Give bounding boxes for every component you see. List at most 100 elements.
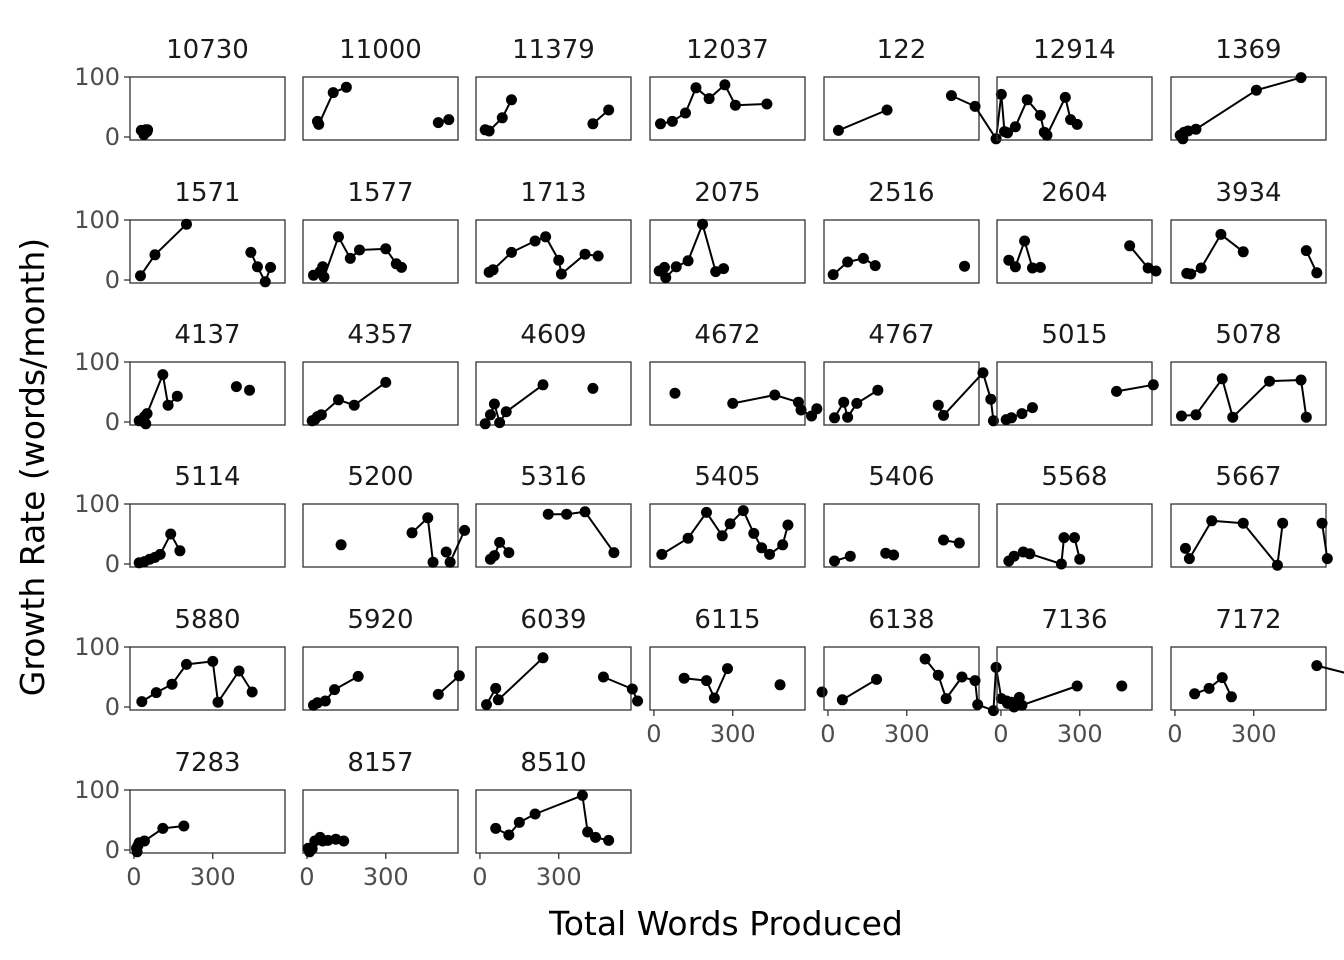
data-point [1071,118,1083,130]
panel-border [649,219,806,284]
data-point [352,670,364,682]
x-tick-label: 300 [710,720,756,748]
panel-border [996,219,1153,284]
data-point [1069,532,1080,544]
data-point [1185,268,1197,280]
data-point [479,418,491,430]
series-line-segment [1276,523,1284,566]
x-tick-label: 300 [363,863,409,891]
series-line-segment [505,383,544,413]
panel-6138: 6138 0 300 [820,605,1013,748]
data-point [1179,542,1191,554]
data-point [959,260,971,272]
data-point [1190,123,1202,135]
data-point [265,261,277,273]
data-point [165,528,177,540]
x-tick-label: 0 [126,863,141,891]
data-point [1016,699,1028,711]
y-tick-label: 0 [105,266,120,294]
data-point [1124,240,1136,252]
panel-border [996,646,1153,711]
series-line-segment [1046,96,1067,136]
x-tick-label: 0 [472,863,487,891]
panel-5200: 5200 [302,462,471,568]
series-line-segment [732,394,775,405]
data-point [329,684,341,696]
panel-5015: 5015 [996,320,1159,426]
data-point [579,248,591,260]
data-point [483,125,495,137]
data-point [774,679,786,691]
data-point [353,244,365,256]
data-point [553,254,565,266]
data-point [737,505,749,517]
panel-label: 1577 [347,178,413,208]
data-point [1311,267,1323,279]
series-line-segment [992,667,998,711]
series-line-segment [1200,233,1222,269]
panel-8157: 8157 0 300 [299,748,459,891]
data-point [380,376,392,388]
panel-border [475,76,632,141]
data-point [1008,550,1020,562]
data-point [142,124,154,136]
data-point [579,506,591,518]
panel-label: 3934 [1215,178,1281,208]
panel-label: 12037 [686,35,769,65]
panel-border [649,646,806,711]
data-point [582,826,594,838]
data-point [335,539,347,551]
data-point [727,397,739,409]
data-point [490,822,502,834]
panel-label: 6039 [520,605,586,635]
data-point [1190,409,1202,421]
data-point [1300,411,1312,423]
data-point [140,418,152,430]
data-point [230,381,242,393]
data-point [729,99,741,111]
series-line-segment [841,678,878,701]
series-line-segment [1029,552,1062,565]
data-point [888,549,900,561]
data-point [703,93,715,105]
x-tick-label: 0 [1167,720,1182,748]
data-point [245,246,257,258]
data-point [872,384,884,396]
data-point [811,403,823,415]
series-line-segment [581,795,589,833]
data-point [496,112,508,124]
data-point [166,678,178,690]
panel-label: 7283 [174,748,240,778]
panel-border [649,503,806,568]
series-line-segment [1256,76,1302,92]
data-point [488,398,500,410]
panel-label: 1713 [520,178,586,208]
y-tick-label: 100 [74,776,120,804]
panel-122: 122 [823,35,1010,145]
data-point [494,417,506,429]
panel-label: 8510 [520,748,586,778]
data-point [1034,109,1046,121]
data-point [660,272,672,284]
data-point [969,100,981,112]
data-point [851,397,863,409]
panel-border [475,789,632,854]
panel-border [996,361,1153,426]
data-point [319,695,331,707]
y-tick-label: 0 [105,693,120,721]
data-point [603,104,615,116]
data-point [1034,261,1046,273]
data-point [529,808,541,820]
data-point [945,90,957,102]
data-point [718,263,730,275]
data-point [719,79,731,91]
panel-4672: 4672 [649,320,823,426]
data-point [1176,410,1188,422]
data-point [488,550,500,562]
data-point [608,547,620,559]
series-line-segment [211,661,220,703]
data-point [453,670,465,682]
panel-border [302,789,459,854]
data-point [406,527,418,539]
data-point [180,218,192,230]
